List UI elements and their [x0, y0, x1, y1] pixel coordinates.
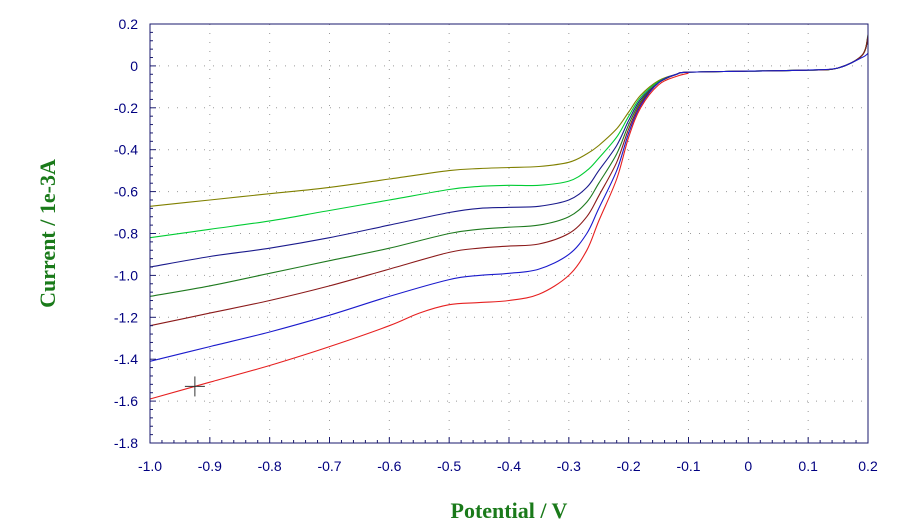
x-tick-label: 0.1: [798, 458, 818, 474]
series-layer: [149, 34, 869, 400]
series-line-7: [149, 72, 689, 400]
x-tick-label: -0.5: [437, 458, 461, 474]
x-axis-title: Potential / V: [451, 498, 568, 523]
x-tick-label: -0.2: [617, 458, 641, 474]
y-tick-label: -1.2: [114, 309, 138, 325]
y-tick-label: 0: [130, 58, 138, 74]
y-tick-label: -1.6: [114, 393, 138, 409]
x-tick-label: -1.0: [138, 458, 162, 474]
y-tick-label: -0.4: [114, 142, 138, 158]
y-tick-label: -0.8: [114, 226, 138, 242]
y-tick-label: 0.2: [119, 16, 139, 32]
y-tick-label: -0.6: [114, 184, 138, 200]
x-tick-label: 0: [744, 458, 752, 474]
series-line-6: [149, 52, 869, 362]
y-axis-title: Current / 1e-3A: [35, 159, 60, 308]
x-tick-label: -0.1: [676, 458, 700, 474]
x-tick-label: -0.3: [557, 458, 581, 474]
y-tick-label: -1.8: [114, 435, 138, 451]
y-tick-label: -1.0: [114, 267, 138, 283]
y-tick-label: -0.2: [114, 100, 138, 116]
x-tick-label: 0.2: [858, 458, 878, 474]
plot-area: [150, 24, 868, 443]
x-tick-label: -0.9: [198, 458, 222, 474]
x-tick-label: -0.8: [258, 458, 282, 474]
y-tick-label: -1.4: [114, 351, 138, 367]
x-tick-label: -0.7: [317, 458, 341, 474]
x-tick-label: -0.4: [497, 458, 521, 474]
x-tick-label: -0.6: [377, 458, 401, 474]
axes: -1.0 -0.9 -0.8 -0.7 -0.6 -0.5 -0.4 -0.3 -0.2 -0.1…: [114, 16, 878, 474]
cursor-marker: [184, 376, 205, 397]
